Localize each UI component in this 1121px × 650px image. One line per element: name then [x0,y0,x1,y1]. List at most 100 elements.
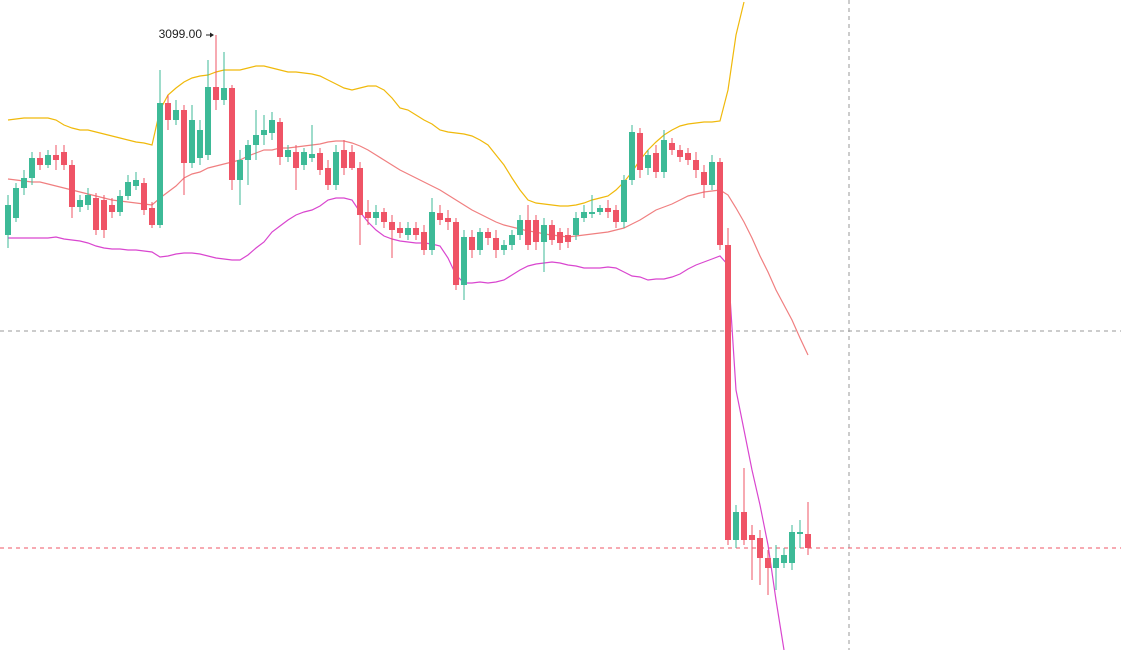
candle-body [613,210,619,222]
candle-body [405,228,411,235]
band-line [8,197,785,650]
candle-body [141,183,147,210]
candle-body [437,213,443,220]
candle-body [805,534,811,548]
candle-body [69,165,75,207]
candle-body [469,237,475,250]
candle-body [493,238,499,250]
candle-body [277,122,283,157]
candle-body [797,532,803,534]
candle-body [365,212,371,218]
candle-body [757,538,763,558]
candle-body [477,232,483,250]
candle-body [117,196,123,212]
candle-body [237,160,243,180]
candle-body [157,103,163,225]
candle-body [717,162,723,245]
candle-body [541,225,547,242]
candle-body [253,135,259,145]
candle-body [389,222,395,230]
candle-body [61,152,67,165]
candle-body [261,130,267,135]
candle-body [293,152,299,168]
candle-body [677,150,683,157]
candle-body [485,232,491,238]
candle-body [165,103,171,120]
candle-body [581,212,587,218]
candle-body [669,143,675,150]
candle-body [621,180,627,222]
candle-body [381,212,387,222]
candle-body [173,110,179,120]
candle-body [397,228,403,233]
candle-body [5,205,11,235]
candle-body [317,153,323,170]
candle-body [205,87,211,155]
candle-body [13,188,19,218]
candle-body [533,220,539,242]
candle-body [741,512,747,540]
candle-body [269,120,275,133]
candle-body [549,225,555,240]
candle-body [597,208,603,212]
candle-body [773,558,779,568]
candle-body [213,87,219,100]
candle-body [221,88,227,100]
candle-body [125,182,131,196]
candle-body [501,245,507,250]
candle-body [357,168,363,215]
candle-body [341,150,347,168]
candle-body [565,235,571,242]
candle-body [589,212,595,214]
candle-body [197,130,203,158]
candle-body [445,218,451,222]
candle-body [189,120,195,163]
candle-body [525,220,531,245]
annotation-arrowhead [210,32,214,38]
candle-body [461,237,467,285]
candle-body [133,180,139,186]
candle-body [765,558,771,568]
candle-body [245,145,251,160]
candle-body [413,228,419,235]
max-annotation: 3099.00 [159,27,203,41]
candle-body [77,200,83,207]
candle-body [517,220,523,235]
candle-body [229,88,235,180]
candle-body [653,153,659,172]
candle-body [421,232,427,250]
candle-body [429,212,435,250]
candle-body [637,133,643,170]
candle-body [725,245,731,540]
candle-body [349,152,355,168]
candle-body [301,152,307,165]
candle-body [789,532,795,563]
candle-body [629,132,635,180]
candle-body [373,212,379,218]
candle-body [709,162,715,185]
candle-body [749,535,755,540]
candle-body [605,208,611,212]
candle-body [21,178,27,188]
candle-body [37,158,43,165]
candle-body [333,152,339,185]
candle-body [685,153,691,160]
candle-body [93,198,99,230]
candle-body [285,150,291,157]
candle-body [325,168,331,185]
candle-body [661,140,667,172]
candle-body [53,155,59,160]
candle-body [29,158,35,178]
candle-body [309,154,315,158]
candle-body [645,155,651,168]
candle-body [693,160,699,170]
candle-body [453,222,459,285]
candle-body [101,200,107,230]
candle-body [149,208,155,225]
candle-body [701,172,707,185]
candle-body [509,235,515,245]
candle-body [109,205,115,212]
candle-body [45,155,51,165]
